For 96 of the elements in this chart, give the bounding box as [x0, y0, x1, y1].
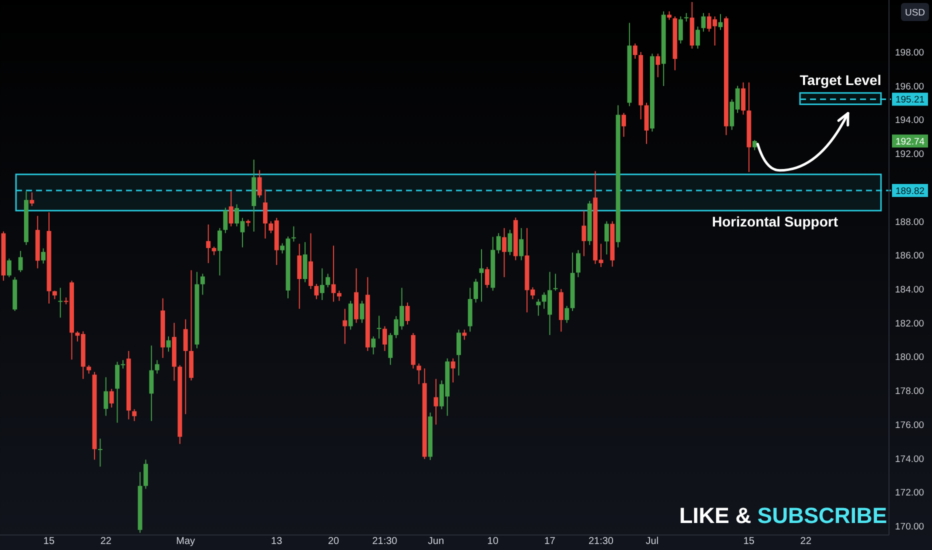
candlestick: [519, 228, 524, 261]
candlestick: [564, 305, 570, 324]
candlestick: [604, 220, 609, 255]
candlestick: [622, 112, 626, 138]
candlestick: [484, 266, 490, 288]
candlestick: [115, 361, 120, 424]
candlestick: [696, 26, 700, 50]
candlestick: [388, 332, 393, 366]
candlestick: [678, 16, 683, 44]
candlestick: [326, 273, 330, 288]
x-tick-label: 21:30: [372, 536, 398, 547]
candlestick: [382, 326, 387, 352]
x-tick-label: 20: [328, 536, 340, 547]
candlestick: [582, 210, 586, 257]
candlestick: [376, 315, 382, 340]
candlestick: [144, 459, 148, 490]
y-tick-label: 194.00: [895, 115, 924, 126]
candlestick: [104, 376, 108, 416]
x-tick-label: 17: [544, 536, 556, 547]
x-tick-label: Jul: [646, 536, 659, 547]
x-tick-label: 13: [271, 536, 283, 547]
candlestick: [434, 378, 438, 426]
x-tick-label: 21:30: [588, 536, 614, 547]
candlestick: [218, 228, 222, 276]
candlestick: [462, 329, 467, 340]
candlestick: [30, 192, 34, 207]
candlestick: [371, 336, 376, 355]
candlestick: [337, 290, 342, 302]
candlestick: [450, 358, 456, 383]
candlestick: [6, 258, 12, 278]
ref-line-label: 195.21: [895, 94, 925, 106]
y-tick-label: 178.00: [895, 386, 924, 398]
ref-line-label: 189.82: [895, 186, 925, 197]
candlestick: [223, 207, 228, 234]
candlestick: [632, 43, 638, 60]
candlestick: [297, 243, 302, 310]
candlestick: [456, 329, 461, 376]
candlestick: [508, 229, 512, 256]
candlestick: [701, 12, 706, 32]
candlestick: [263, 188, 268, 240]
x-tick-label: 22: [800, 536, 812, 547]
candlestick: [149, 345, 154, 422]
candlestick: [348, 300, 353, 330]
y-tick-label: 196.00: [895, 81, 924, 92]
y-tick-label: 174.00: [895, 454, 924, 465]
y-tick-label: 172.00: [895, 488, 924, 499]
candlestick: [228, 190, 234, 227]
annotation: LIKE & SUBSCRIBE: [679, 503, 887, 528]
candlestick: [200, 273, 205, 296]
x-tick-label: Jun: [428, 536, 444, 547]
text: 192.74: [895, 136, 925, 148]
text: USD: [904, 8, 926, 18]
y-tick-label: 180.00: [895, 352, 924, 364]
x-tick-label: May: [176, 536, 196, 547]
candlestick: [360, 300, 364, 324]
candlestick: [576, 250, 580, 278]
candlestick: [496, 232, 501, 254]
candlestick: [132, 408, 137, 422]
y-tick-label: 198.00: [895, 47, 924, 58]
y-tick-label: 186.00: [895, 250, 924, 262]
candlestick: [41, 248, 46, 264]
candlestick: [206, 224, 211, 264]
y-tick-label: 170.00: [895, 522, 924, 533]
candlestick: [342, 308, 348, 344]
x-tick-label: 22: [100, 536, 112, 547]
candlestick: [18, 250, 23, 273]
candlestick: [752, 140, 757, 151]
candlestick: [109, 388, 114, 408]
y-tick-label: 182.00: [895, 318, 924, 330]
y-tick-label: 188.00: [895, 216, 924, 228]
candlestick: [58, 287, 63, 318]
candlestick: [656, 53, 660, 78]
candlestick: [474, 278, 478, 304]
x-tick-label: 15: [743, 536, 755, 547]
y-tick-label: 184.00: [895, 284, 924, 296]
band-label: Horizontal Support: [712, 214, 838, 230]
candlestick: [183, 318, 188, 415]
candlestick: [331, 245, 336, 302]
candlestick: [416, 362, 422, 385]
candlestick: [553, 273, 558, 292]
candlestick: [154, 360, 160, 374]
candlestick: [98, 438, 102, 468]
candlestick: [502, 228, 506, 278]
y-tick-label: 176.00: [895, 420, 924, 431]
x-tick-label: 15: [43, 536, 55, 547]
x-tick-label: 10: [487, 536, 499, 547]
candlestick: [320, 268, 324, 301]
candlestick: [405, 302, 410, 326]
candlestick: [291, 226, 296, 242]
candlestick: [314, 283, 319, 300]
candlestick: [257, 170, 262, 198]
candlestick: [718, 14, 723, 30]
candlestick: [741, 82, 746, 116]
candlestick: [536, 298, 541, 316]
y-tick-label: 192.00: [895, 149, 924, 160]
band-label: Target Level: [800, 72, 882, 88]
